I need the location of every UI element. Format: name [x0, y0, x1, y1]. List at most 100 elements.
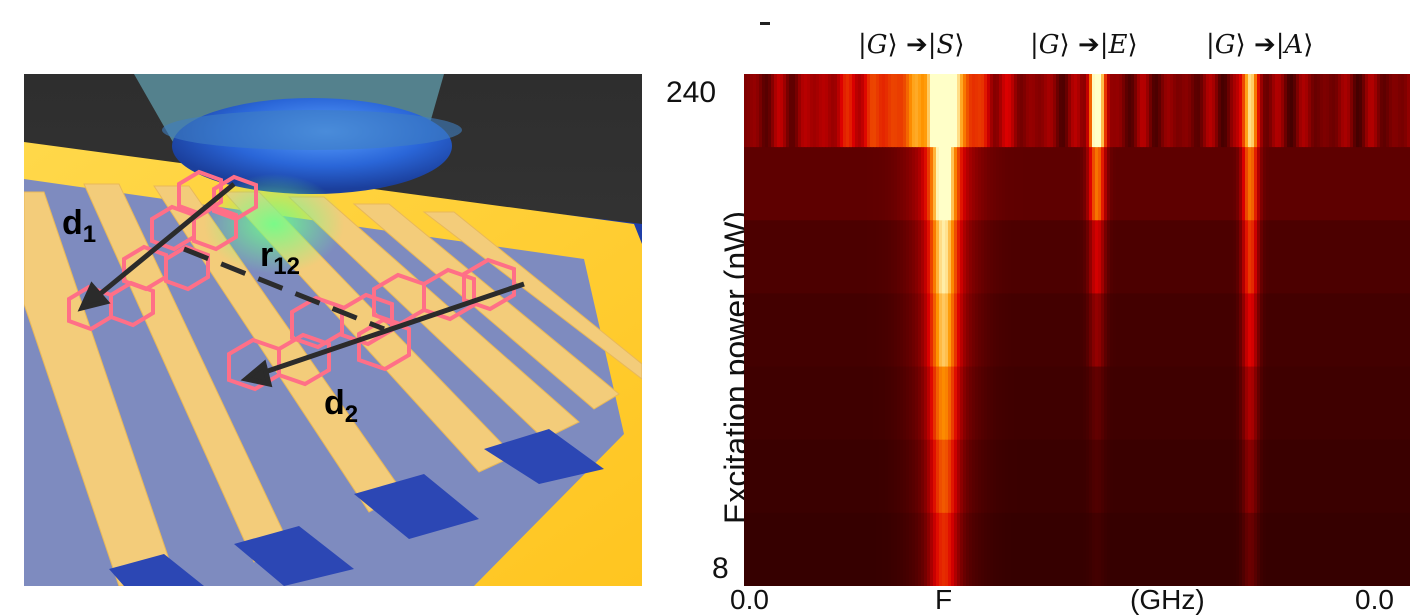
heatmap-cell — [888, 220, 892, 294]
heatmap-cell — [813, 147, 817, 221]
heatmap-cell — [786, 220, 790, 294]
heatmap-cell — [1287, 366, 1291, 441]
heatmap-cell — [1236, 147, 1240, 221]
heatmap-cell — [1122, 366, 1126, 441]
heatmap-cell — [1134, 366, 1138, 441]
heatmap-cell — [774, 293, 778, 368]
heatmap-cell — [903, 439, 907, 514]
heatmap-cell — [1011, 366, 1015, 441]
heatmap-cell — [936, 147, 940, 221]
heatmap-cell — [1080, 439, 1084, 514]
heatmap-cell — [810, 512, 814, 586]
heatmap-cell — [1167, 512, 1171, 586]
heatmap-cell — [924, 439, 928, 514]
heatmap-cell — [1371, 293, 1375, 368]
heatmap-cell — [1110, 366, 1114, 441]
heatmap-cell — [1407, 439, 1410, 514]
heatmap-cell — [1290, 293, 1294, 368]
heatmap-cell — [951, 293, 955, 368]
heatmap-cell — [1332, 366, 1336, 441]
heatmap-cell — [1149, 220, 1153, 294]
heatmap-cell — [1305, 366, 1309, 441]
heatmap-cell — [1314, 512, 1318, 586]
heatmap-cell — [1044, 439, 1048, 514]
heatmap-cell — [1191, 220, 1195, 294]
label-d2: d2 — [324, 384, 359, 428]
heatmap-cell — [1293, 439, 1297, 514]
heatmap-cell — [798, 220, 802, 294]
heatmap-cell — [1077, 366, 1081, 441]
heatmap-cell — [855, 439, 859, 514]
heatmap-cell — [855, 366, 859, 441]
heatmap-cell — [1095, 74, 1099, 148]
heatmap-cell — [924, 147, 928, 221]
heatmap-cell — [759, 439, 763, 514]
heatmap-cell — [1005, 147, 1009, 221]
heatmap-cell — [1317, 74, 1321, 148]
heatmap-cell — [915, 147, 919, 221]
heatmap-cell — [1272, 512, 1276, 586]
heatmap-cell — [1275, 366, 1279, 441]
heatmap-cell — [951, 220, 955, 294]
heatmap-cell — [1320, 512, 1324, 586]
heatmap-cell — [756, 220, 760, 294]
heatmap-cell — [1224, 512, 1228, 586]
heatmap-cell — [1143, 74, 1147, 148]
heatmap-cell — [876, 366, 880, 441]
heatmap-cell — [1389, 147, 1393, 221]
heatmap-cell — [879, 74, 883, 148]
heatmap-cell — [1272, 439, 1276, 514]
heatmap-cell — [873, 366, 877, 441]
heatmap-cell — [846, 293, 850, 368]
heatmap-cell — [948, 74, 952, 148]
heatmap-cell — [1146, 293, 1150, 368]
heatmap-cell — [834, 74, 838, 148]
heatmap-cell — [780, 74, 784, 148]
heatmap-cell — [1365, 512, 1369, 586]
heatmap-cell — [1299, 439, 1303, 514]
heatmap-cell — [1074, 147, 1078, 221]
heatmap-cell — [846, 147, 850, 221]
heatmap-cell — [996, 220, 1000, 294]
heatmap-cell — [1233, 147, 1237, 221]
heatmap-cell — [999, 220, 1003, 294]
heatmap-cell — [882, 512, 886, 586]
heatmap-cell — [1293, 512, 1297, 586]
heatmap-cell — [1050, 293, 1054, 368]
heatmap-cell — [1104, 220, 1108, 294]
heatmap-cell — [762, 74, 766, 148]
heatmap-cell — [861, 74, 865, 148]
heatmap-cell — [966, 366, 970, 441]
heatmap-cell — [948, 147, 952, 221]
heatmap-cell — [762, 366, 766, 441]
heatmap-cell — [1056, 147, 1060, 221]
heatmap-cell — [939, 293, 943, 368]
heatmap-cell — [1179, 220, 1183, 294]
heatmap-cell — [792, 220, 796, 294]
heatmap-cell — [1053, 512, 1057, 586]
heatmap-cell — [915, 220, 919, 294]
heatmap-cell — [762, 147, 766, 221]
heatmap-cell — [813, 512, 817, 586]
heatmap-cell — [939, 439, 943, 514]
heatmap-cell — [777, 512, 781, 586]
heatmap-cell — [1092, 74, 1096, 148]
heatmap-cell — [1140, 147, 1144, 221]
heatmap-cell — [1239, 366, 1243, 441]
heatmap-cell — [1344, 366, 1348, 441]
heatmap-cell — [984, 220, 988, 294]
heatmap-cell — [1362, 293, 1366, 368]
heatmap-cell — [1089, 366, 1093, 441]
heatmap-cell — [939, 147, 943, 221]
heatmap-cell — [861, 366, 865, 441]
heatmap-cell — [1017, 512, 1021, 586]
heatmap-cell — [879, 147, 883, 221]
heatmap-cell — [1317, 293, 1321, 368]
heatmap-cell — [840, 147, 844, 221]
heatmap-cell — [1386, 512, 1390, 586]
heatmap-cell — [918, 366, 922, 441]
heatmap-cell — [900, 439, 904, 514]
heatmap-cell — [1026, 74, 1030, 148]
heatmap-cell — [1377, 366, 1381, 441]
heatmap-cell — [1155, 439, 1159, 514]
